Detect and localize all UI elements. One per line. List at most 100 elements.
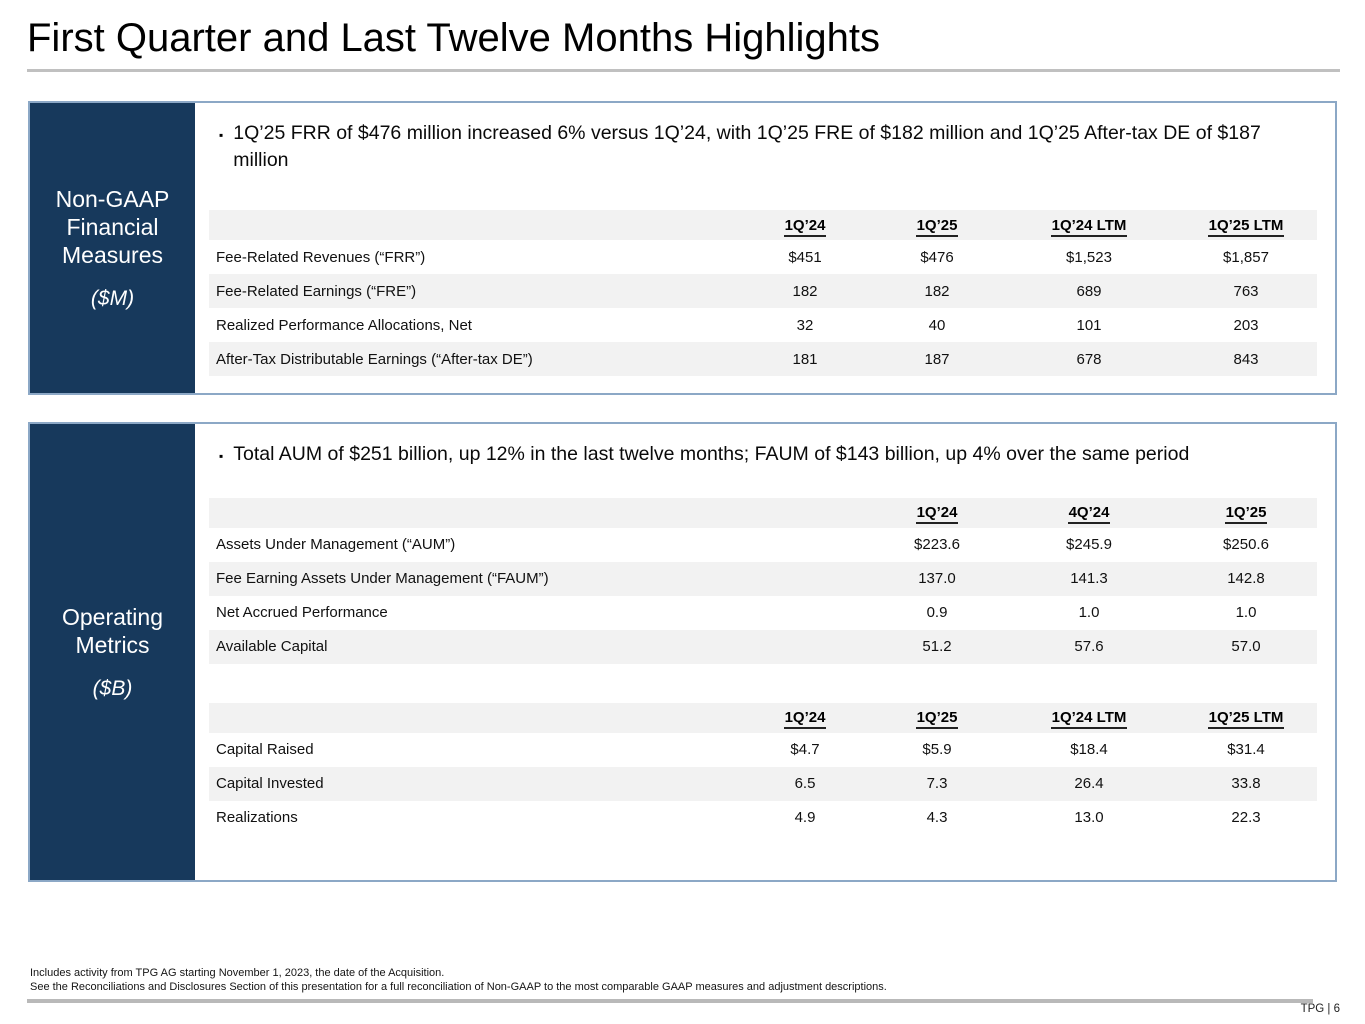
column-header: 1Q’25 LTM — [1207, 709, 1285, 730]
page-title: First Quarter and Last Twelve Months Hig… — [27, 16, 880, 60]
table-row: Available Capital 51.2 57.6 57.0 — [209, 629, 1317, 664]
sidebar-unit-label: ($B) — [92, 677, 133, 701]
row-label: Realizations — [216, 809, 298, 827]
row-label: After-Tax Distributable Earnings (“After… — [216, 350, 533, 368]
sidebar-label-line: Non-GAAP — [55, 185, 170, 212]
non-gaap-content: ▪ 1Q’25 FRR of $476 million increased 6%… — [195, 103, 1335, 393]
column-header: 1Q’24 LTM — [1050, 216, 1128, 237]
table-header-row: 1Q’24 4Q’24 1Q’25 — [209, 497, 1317, 528]
sidebar-label-line: Financial — [66, 213, 159, 240]
cell-value: 13.0 — [1074, 809, 1104, 827]
footnote-line: See the Reconciliations and Disclosures … — [30, 981, 887, 994]
table-row: Capital Raised $4.7 $5.9 $18.4 $31.4 — [209, 733, 1317, 767]
bullet-icon: ▪ — [219, 128, 224, 142]
cell-value: $5.9 — [922, 741, 952, 759]
cell-value: 182 — [792, 282, 818, 300]
row-label: Fee-Related Revenues (“FRR”) — [216, 248, 426, 266]
row-label: Net Accrued Performance — [216, 604, 388, 622]
row-label: Fee-Related Earnings (“FRE”) — [216, 282, 417, 300]
cell-value: 203 — [1233, 316, 1259, 334]
cell-value: $250.6 — [1223, 536, 1269, 554]
bullet-text: 1Q’25 FRR of $476 million increased 6% v… — [233, 122, 1261, 171]
column-header: 1Q’25 LTM — [1207, 216, 1285, 237]
cell-value: 32 — [796, 316, 814, 334]
row-label: Assets Under Management (“AUM”) — [216, 536, 456, 554]
cell-value: 33.8 — [1231, 775, 1261, 793]
table-header-row: 1Q’24 1Q’25 1Q’24 LTM 1Q’25 LTM — [209, 210, 1317, 241]
table-row: Fee-Related Revenues (“FRR”) $451 $476 $… — [209, 240, 1317, 274]
cell-value: $31.4 — [1227, 741, 1265, 759]
cell-value: $223.6 — [914, 536, 960, 554]
bullet-text: Total AUM of $251 billion, up 12% in the… — [233, 443, 1190, 465]
row-label: Available Capital — [216, 638, 328, 656]
cell-value: $18.4 — [1070, 741, 1108, 759]
table-row: Realized Performance Allocations, Net 32… — [209, 308, 1317, 342]
non-gaap-panel: Non-GAAP Financial Measures ($M) ▪ 1Q’25… — [28, 101, 1337, 395]
operating-bullet: ▪ Total AUM of $251 billion, up 12% in t… — [209, 441, 1317, 468]
table-row: Capital Invested 6.5 7.3 26.4 33.8 — [209, 766, 1317, 801]
cell-value: 843 — [1233, 350, 1259, 368]
table-row: Assets Under Management (“AUM”) $223.6 $… — [209, 528, 1317, 562]
column-header: 1Q’25 — [1224, 504, 1268, 525]
cell-value: 6.5 — [794, 775, 816, 793]
cell-value: 4.3 — [926, 809, 948, 827]
footnote-line: Includes activity from TPG AG starting N… — [30, 967, 445, 979]
capital-table: 1Q’24 1Q’25 1Q’24 LTM 1Q’25 LTM Capital … — [209, 702, 1317, 835]
cell-value: 187 — [924, 350, 950, 368]
cell-value: 1.0 — [1235, 604, 1257, 622]
column-header: 1Q’24 LTM — [1050, 709, 1128, 730]
cell-value: 101 — [1076, 316, 1102, 334]
non-gaap-table: 1Q’24 1Q’25 1Q’24 LTM 1Q’25 LTM Fee-Rela… — [209, 210, 1317, 377]
column-header: 1Q’25 — [915, 709, 959, 730]
cell-value: 182 — [924, 282, 950, 300]
cell-value: 0.9 — [926, 604, 948, 622]
non-gaap-bullet: ▪ 1Q’25 FRR of $476 million increased 6%… — [209, 120, 1317, 173]
cell-value: $4.7 — [790, 741, 820, 759]
cell-value: 57.0 — [1231, 638, 1261, 656]
cell-value: $1,857 — [1223, 248, 1269, 266]
non-gaap-sidebar: Non-GAAP Financial Measures ($M) — [30, 103, 195, 393]
cell-value: 763 — [1233, 282, 1259, 300]
cell-value: 51.2 — [922, 638, 952, 656]
row-label: Realized Performance Allocations, Net — [216, 316, 472, 334]
operating-metrics-panel: Operating Metrics ($B) ▪ Total AUM of $2… — [28, 422, 1337, 882]
table-row: Realizations 4.9 4.3 13.0 22.3 — [209, 801, 1317, 835]
operating-metrics-sidebar: Operating Metrics ($B) — [30, 424, 195, 880]
column-header: 1Q’24 — [915, 504, 959, 525]
table-row: Fee Earning Assets Under Management (“FA… — [209, 561, 1317, 596]
cell-value: 181 — [792, 350, 818, 368]
cell-value: 142.8 — [1227, 570, 1265, 588]
cell-value: $451 — [788, 248, 822, 266]
sidebar-unit-label: ($M) — [90, 287, 135, 311]
title-divider — [27, 69, 1340, 72]
footer-divider — [27, 999, 1313, 1003]
cell-value: 26.4 — [1074, 775, 1104, 793]
table-row: Net Accrued Performance 0.9 1.0 1.0 — [209, 596, 1317, 630]
cell-value: 1.0 — [1078, 604, 1100, 622]
footnotes: Includes activity from TPG AG starting N… — [30, 966, 887, 994]
table-row: Fee-Related Earnings (“FRE”) 182 182 689… — [209, 274, 1317, 309]
cell-value: 40 — [928, 316, 946, 334]
table-header-row: 1Q’24 1Q’25 1Q’24 LTM 1Q’25 LTM — [209, 702, 1317, 733]
cell-value: 7.3 — [926, 775, 948, 793]
sidebar-label-line: Metrics — [75, 632, 150, 658]
table-row: After-Tax Distributable Earnings (“After… — [209, 342, 1317, 377]
column-header: 1Q’24 — [783, 216, 827, 237]
sidebar-label-line: Measures — [62, 242, 163, 269]
row-label: Capital Invested — [216, 775, 324, 793]
cell-value: 4.9 — [794, 809, 816, 827]
row-label: Capital Raised — [216, 741, 314, 759]
cell-value: 137.0 — [918, 570, 956, 588]
cell-value: 678 — [1076, 350, 1102, 368]
cell-value: 689 — [1076, 282, 1102, 300]
sidebar-label-line: Operating — [61, 603, 163, 630]
cell-value: 57.6 — [1074, 638, 1104, 656]
column-header: 4Q’24 — [1067, 504, 1111, 525]
cell-value: $1,523 — [1066, 248, 1112, 266]
aum-table: 1Q’24 4Q’24 1Q’25 Assets Under Managemen… — [209, 497, 1317, 664]
operating-metrics-content: ▪ Total AUM of $251 billion, up 12% in t… — [195, 424, 1335, 880]
column-header: 1Q’24 — [783, 709, 827, 730]
cell-value: 22.3 — [1231, 809, 1261, 827]
cell-value: $476 — [920, 248, 954, 266]
